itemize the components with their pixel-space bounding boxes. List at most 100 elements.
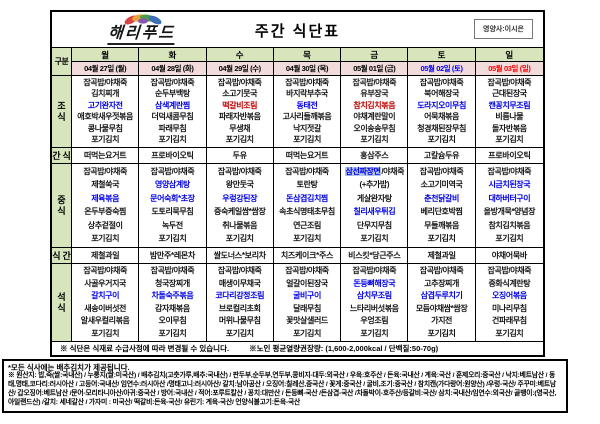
menu-cell: 잡곡밥/야채죽 매생이무채국 코다리강정조림 브로컬리초회 머위나물무침 포기김치 — [206, 264, 274, 342]
section-label-char: 중 — [57, 195, 66, 206]
menu-item: 잡곡밥/야채죽 — [285, 78, 329, 87]
menu-item: 미나리무침 — [492, 304, 527, 313]
menu-item: 새송이버섯전 — [84, 304, 126, 313]
menu-item-highlight: 삼치무조림 — [356, 291, 392, 301]
menu-item: 포기김치 — [293, 329, 321, 338]
menu-item: 포기김치 — [159, 235, 187, 243]
menu-item-text: 상추겉절이 — [87, 220, 123, 230]
menu-item-text: 포기김치 — [91, 328, 120, 338]
menu-item: 잡곡밥/야채죽 — [83, 78, 127, 87]
section-label-char: 조 — [57, 101, 66, 112]
table-note-right: ※노인 평균열량권장량: (1,600-2,000kcal / 단백질:50-7… — [249, 344, 439, 353]
menu-item: 포기김치 — [91, 328, 120, 338]
kimchi-note: *모든 식사에는 배추김치가 제공됩니다. — [8, 363, 130, 372]
menu-item: 포기김치 — [360, 235, 388, 243]
menu-item-text: 잡곡밥/야채죽 — [352, 77, 397, 87]
menu-item-text: 토란탕 — [296, 180, 318, 190]
menu-item-text: 단무지무침 — [356, 220, 392, 230]
menu-item: 파래자반볶음 — [219, 113, 261, 121]
menu-item: 가지전 — [431, 317, 452, 325]
menu-cell: 잡곡밥/야채죽 청국장찌개 차돌숙주볶음 감자채볶음 오이무침 포기김치 — [139, 264, 207, 342]
menu-item-highlight: 제육볶음 — [91, 193, 120, 203]
menu-item-text: 온두부증숙찜 — [84, 207, 127, 217]
menu-item: 삼겹두루치기 — [421, 292, 463, 300]
section-label-char: 식 — [57, 205, 66, 216]
menu-item: 포기김치 — [293, 235, 321, 243]
menu-item: 포기김치 — [495, 329, 523, 338]
menu-item: 상추겉절이 — [87, 220, 123, 230]
menu-item: 코다리강정조림 — [215, 292, 264, 300]
menu-item: 브로컬리초회 — [219, 304, 261, 313]
menu-item-text: 잡곡밥/야채죽 — [217, 266, 262, 276]
logo-text: 해리푸드 — [106, 25, 175, 45]
snack-cell: 치즈케이크*주스 — [273, 248, 342, 264]
menu-item-text: 매생이무채국 — [218, 278, 261, 288]
menu-item: 포기김치 — [91, 136, 119, 144]
menu-cell: 잡곡밥/야채죽 소고기미역국 춘천닭갈비 베리단호박찜 무들깨볶음 포기김치 — [408, 164, 476, 248]
menu-item-text: 유부장국 — [360, 89, 389, 99]
menu-item-text: 우엉조림 — [360, 316, 389, 326]
menu-item-text: 베리단호박찜 — [420, 207, 463, 217]
menu-item-text: 포기김치 — [158, 234, 187, 244]
menu-item: 토란탕 — [297, 181, 318, 189]
menu-item-text: 파래무침 — [158, 123, 187, 133]
snack-cell: 제철과일 — [72, 248, 140, 264]
menu-item: 우렁강된장 — [222, 194, 257, 203]
menu-item-text: 제철쑥국 — [91, 180, 120, 190]
menu-item: 잡곡밥/야채죽 — [352, 267, 396, 275]
menu-item: 건파래무침 — [492, 317, 527, 325]
menu-item-text: 증숙케일쌈*쌈장 — [213, 207, 266, 217]
menu-item-text: 바지락부추국 — [286, 89, 328, 99]
menu-item: 느타리버섯볶음 — [350, 304, 399, 313]
menu-item: 포기김치 — [428, 235, 456, 243]
menu-item-highlight: 도라지오이무침 — [417, 100, 466, 110]
menu-table: 해리푸드 주간 식단표 영양사:이시은 구분 월 화 수 목 금 토 일 04월 27일 (월)… — [50, 10, 545, 357]
menu-item-text: 김치찌개 — [91, 89, 120, 99]
snack-cell: 제철과일 — [408, 248, 476, 264]
snack-cell: 고칼슘두유 — [408, 148, 476, 164]
menu-cell: 잡곡밥/야채죽 시금치된장국 대하버터구이 올방개묵*양념장 참치김치볶음 포기김치 — [475, 164, 543, 248]
menu-cell: 잡곡밥/야채죽 북어해장국 도라지오이무침 어묵채볶음 청경채된장무침 포기김치 — [408, 76, 476, 148]
menu-item-highlight: 고기완자전 — [87, 100, 123, 110]
menu-item-highlight: 칠리새우튀김 — [353, 207, 396, 217]
menu-cell: 잡곡밥/야채죽 근대된장국 캔꽁치무조림 비름나물 돌자반볶음 포기김치 — [475, 76, 543, 148]
menu-item-text: 모듬야채쌈*쌈장 — [415, 303, 468, 313]
snack-cell: 야채어묵바 — [475, 248, 543, 264]
menu-item-text: 가지전 — [431, 316, 452, 326]
menu-item: 청국장찌개 — [155, 279, 190, 288]
menu-item: 포기김치 — [293, 136, 321, 144]
menu-item: 포기김치 — [360, 328, 389, 338]
menu-item-text: 포기김치 — [225, 234, 254, 244]
day-header-cell: 금 — [341, 48, 409, 62]
menu-item: 매생이무채국 — [218, 278, 261, 288]
menu-item: 고추장찌개 — [424, 279, 459, 288]
menu-item-text: 포기김치 — [360, 328, 389, 338]
menu-item-text: 잡곡밥/야채죽 — [487, 266, 532, 276]
menu-item-text: 포기김치 — [91, 234, 120, 244]
menu-item-text: 잡곡밥/야채죽 — [352, 266, 397, 276]
section-label-char: 식 — [52, 251, 61, 261]
menu-item: 포기김치 — [226, 136, 254, 144]
menu-item: 시금치된장국 — [488, 181, 530, 189]
menu-item-text: 근대된장국 — [491, 89, 527, 99]
menu-item-highlight: 돈등뼈해장국 — [353, 278, 396, 288]
menu-item: 오이송송무침 — [353, 124, 395, 133]
menu-item: 포기김치 — [159, 136, 187, 144]
menu-item-text: 잡곡밥/야채죽 — [217, 166, 262, 176]
menu-item-text: 잡곡밥/야채죽 — [150, 166, 195, 176]
menu-item: 무생채 — [229, 124, 250, 133]
menu-item-text: 파래자반볶음 — [218, 112, 261, 122]
menu-item: 소고기뭇국 — [222, 90, 257, 98]
menu-item-highlight: 삼겹두루치기 — [420, 291, 463, 301]
menu-item-text: 포기김치 — [495, 135, 524, 145]
menu-item-text: 감자채볶음 — [155, 303, 190, 313]
section-label-char: 식 — [62, 151, 71, 161]
menu-cell: 잡곡밥/야채죽 왕만둣국 우렁강된장 증숙케일쌈*쌈장 취나물볶음 포기김치 — [206, 164, 274, 248]
snack-cell: 두유 — [206, 148, 274, 164]
menu-item-text: 잡곡밥/야채죽 — [487, 166, 532, 176]
origin-note: ※ 원산지: 밥,죽(쌀:국내산) / 누룽지(쌀:미국산) / 배추김치(고춧… — [8, 372, 557, 406]
menu-item-text: 잡곡밥/야채죽 — [217, 77, 262, 87]
date-cell: 05월 03일 (일) — [475, 62, 543, 76]
menu-item-highlight: 떡갈비조림 — [222, 100, 258, 110]
